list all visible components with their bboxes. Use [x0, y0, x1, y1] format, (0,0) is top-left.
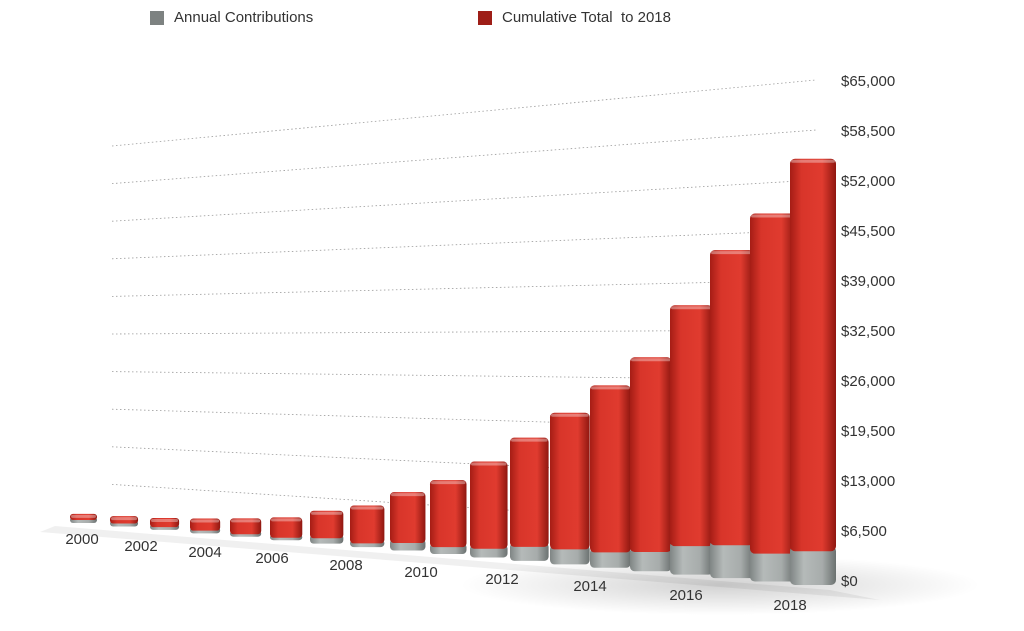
bar-top-highlight [551, 413, 589, 417]
bar-annual-contribution [590, 547, 631, 568]
bar-cumulative-total [150, 517, 180, 528]
bar-annual-contribution [750, 548, 795, 582]
x-tick-label: 2014 [573, 578, 606, 595]
bar-top-highlight [471, 462, 507, 466]
bar-cumulative-total [270, 517, 303, 538]
bar-annual-contribution [710, 540, 754, 579]
y-tick-label: $6,500 [841, 523, 887, 540]
legend-label-cumulative: Cumulative Total to 2018 [502, 9, 671, 26]
grid-line [111, 129, 817, 184]
y-axis-ticks: $0 $6,500 $13,000 $19,500 $26,000 $32,500 $39,… [841, 73, 895, 590]
grid-line [111, 408, 817, 431]
legend-swatch-cumulative [478, 10, 492, 25]
bar-cumulative-total [390, 492, 426, 543]
bar-top-highlight [431, 481, 466, 485]
bar-top-highlight [351, 506, 384, 510]
bar-cumulative-total [710, 250, 754, 546]
bar-top-highlight [151, 518, 179, 522]
bar-cumulative-total [550, 412, 590, 550]
x-tick-label: 2010 [404, 564, 437, 581]
x-axis-ticks: 2000 2002 2004 2006 2008 2010 2012 2014 2016 2018 [65, 531, 806, 614]
bar-top-highlight [631, 358, 671, 362]
bar-cumulative-total [190, 518, 221, 531]
bar-top-highlight [671, 306, 712, 310]
bar-top-highlight [311, 511, 343, 515]
x-tick-label: 2008 [329, 557, 362, 574]
x-tick-label: 2016 [669, 587, 702, 604]
floor-shadow [40, 526, 980, 615]
bar-top-highlight [271, 518, 302, 522]
floor-band [40, 526, 880, 600]
bar-cumulative-total [750, 213, 795, 554]
bar-top-highlight [391, 493, 425, 497]
legend-item-cumulative: Cumulative Total to 2018 [478, 9, 671, 26]
bar-top-highlight [111, 517, 138, 521]
bar-cumulative-total [510, 437, 549, 547]
bar-top-highlight [751, 214, 794, 218]
bar-annual-contribution [510, 542, 549, 561]
grid-line [111, 229, 817, 260]
x-tick-label: 2018 [773, 597, 806, 614]
legend-item-annual: Annual Contributions [150, 9, 313, 26]
y-tick-label: $65,000 [841, 73, 895, 90]
grid-line [111, 446, 817, 481]
y-tick-label: $0 [841, 573, 858, 590]
bars [70, 158, 836, 585]
bar-annual-contribution [790, 546, 836, 585]
floor-shadow-ellipse [460, 555, 980, 615]
grid-line [111, 371, 817, 381]
bar-top-highlight [711, 251, 753, 255]
y-tick-label: $32,500 [841, 323, 895, 340]
bar-annual-contribution [670, 541, 713, 575]
bar-cumulative-total [790, 158, 836, 552]
bar-top-highlight [791, 159, 835, 163]
y-tick-label: $45,500 [841, 223, 895, 240]
y-tick-label: $13,000 [841, 473, 895, 490]
grid-line [111, 279, 817, 297]
x-tick-label: 2012 [485, 571, 518, 588]
bar-cumulative-total [110, 516, 139, 524]
bar-top-highlight [591, 386, 630, 390]
grid-line [111, 79, 817, 147]
y-tick-label: $26,000 [841, 373, 895, 390]
y-tick-label: $58,500 [841, 123, 895, 140]
x-tick-label: 2004 [188, 544, 221, 561]
grid-line [111, 179, 817, 222]
bar-cumulative-total [70, 513, 97, 520]
bar-annual-contribution [550, 545, 590, 565]
y-tick-label: $19,500 [841, 423, 895, 440]
x-tick-label: 2006 [255, 550, 288, 567]
bar-cumulative-total [350, 505, 385, 544]
bar-cumulative-total [230, 518, 262, 535]
bar-cumulative-total [590, 385, 631, 553]
bar-top-highlight [231, 519, 261, 523]
y-tick-label: $52,000 [841, 173, 895, 190]
bar-cumulative-total [310, 510, 344, 539]
bar-cumulative-total [430, 480, 467, 548]
bar-top-highlight [511, 438, 548, 442]
bar-top-highlight [191, 519, 220, 523]
grid-line [111, 329, 817, 335]
x-tick-label: 2000 [65, 531, 98, 548]
bar-cumulative-total [470, 461, 508, 549]
bar-top-highlight [71, 514, 96, 518]
legend-label-annual: Annual Contributions [174, 9, 314, 26]
bar-cumulative-total [630, 357, 672, 553]
bar-annual-contribution [630, 547, 672, 572]
legend-swatch-annual [150, 10, 164, 25]
bar-cumulative-total [670, 305, 713, 547]
x-tick-label: 2002 [124, 538, 157, 555]
y-tick-label: $39,000 [841, 273, 895, 290]
